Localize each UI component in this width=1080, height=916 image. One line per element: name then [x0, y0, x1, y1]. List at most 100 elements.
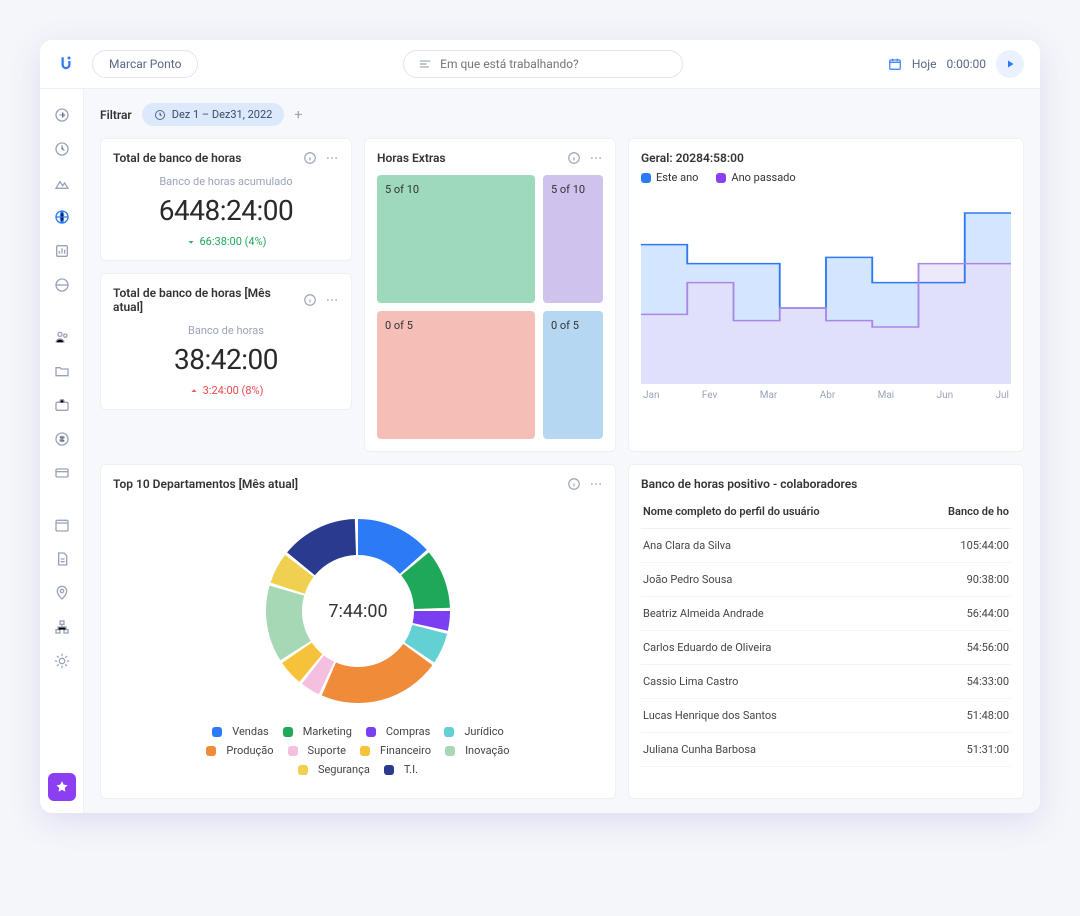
cell-hours: 54:56:00	[967, 641, 1009, 654]
cell-name: Juliana Cunha Barbosa	[643, 743, 756, 756]
body: Filtrar Dez 1 – Dez31, 2022 + Total de b…	[40, 89, 1040, 813]
info-icon[interactable]	[567, 477, 581, 491]
table-row[interactable]: Beatriz Almeida Andrade 56:44:00	[641, 597, 1011, 631]
sidebar-item-world[interactable]	[48, 271, 76, 299]
treemap: 5 of 105 of 100 of 50 of 5	[377, 175, 603, 439]
sidebar-item-calendar[interactable]	[48, 511, 76, 539]
metric-delta: 3:24:00 (8%)	[113, 384, 339, 397]
date-range-pill[interactable]: Dez 1 – Dez31, 2022	[142, 103, 285, 126]
hoje-label: Hoje	[912, 57, 937, 71]
table-row[interactable]: Juliana Cunha Barbosa51:31:00	[641, 733, 1011, 767]
sidebar-item-doc[interactable]	[48, 545, 76, 573]
card-title: Horas Extras	[377, 151, 446, 165]
search-field[interactable]	[403, 50, 683, 78]
sidebar-item-folder[interactable]	[48, 357, 76, 385]
card-geral: Geral: 20284:58:00 Este anoAno passado J…	[628, 138, 1024, 452]
chart-legend: Este anoAno passado	[641, 171, 1011, 184]
x-tick: Mar	[760, 390, 778, 401]
metric-subtitle: Banco de horas acumulado	[113, 175, 339, 188]
sidebar-item-people[interactable]	[48, 323, 76, 351]
sidebar-item-globe[interactable]	[48, 203, 76, 231]
left-column: Total de banco de horas Banco de horas a…	[100, 138, 352, 452]
treemap-cell[interactable]: 5 of 10	[377, 175, 535, 303]
more-icon[interactable]	[589, 151, 603, 165]
more-icon[interactable]	[325, 293, 339, 307]
x-tick: Mai	[878, 390, 895, 401]
app-logo-icon	[56, 54, 76, 74]
sidebar	[40, 89, 84, 813]
sidebar-item-mountain[interactable]	[48, 169, 76, 197]
donut-legend: VendasMarketingComprasJurídicoProduçãoSu…	[178, 725, 538, 776]
add-filter-button[interactable]: +	[294, 107, 302, 123]
table-row[interactable]: Lucas Henrique dos Santos51:48:00	[641, 699, 1011, 733]
more-icon[interactable]	[325, 151, 339, 165]
filter-label: Filtrar	[100, 108, 132, 122]
card-grid: Total de banco de horas Banco de horas a…	[100, 138, 1024, 452]
card-title: Banco de horas positivo - colaboradores	[641, 477, 857, 491]
play-icon	[1004, 58, 1016, 70]
table-header: Nome completo do perfil do usuário Banco…	[641, 495, 1011, 529]
main-content: Filtrar Dez 1 – Dez31, 2022 + Total de b…	[84, 89, 1040, 813]
legend-item: Financeiro	[360, 744, 431, 757]
metric-value: 6448:24:00	[113, 194, 339, 227]
treemap-cell[interactable]: 0 of 5	[543, 311, 603, 439]
legend-item: Jurídico	[444, 725, 504, 738]
card-total-banco: Total de banco de horas Banco de horas a…	[100, 138, 352, 261]
card-title: Geral: 20284:58:00	[641, 151, 744, 165]
timer-section: Hoje 0:00:00	[888, 50, 1024, 78]
row-2: Top 10 Departamentos [Mês atual] 7:44:00…	[100, 464, 1024, 799]
star-button[interactable]	[48, 773, 76, 801]
cell-name: Lucas Henrique dos Santos	[643, 709, 777, 722]
cell-hours: 90:38:00	[967, 573, 1009, 586]
cell-hours: 56:44:00	[967, 607, 1009, 620]
x-tick: Jan	[643, 390, 659, 401]
step-chart	[641, 194, 1011, 384]
more-icon[interactable]	[589, 477, 603, 491]
legend-item: Inovação	[445, 744, 510, 757]
table-row[interactable]: Cassio Lima Castro54:33:00	[641, 665, 1011, 699]
metric-value: 38:42:00	[113, 343, 339, 376]
legend-item: Vendas	[212, 725, 269, 738]
card-horas-extras: Horas Extras 5 of 105 of 100 of 50 of 5	[364, 138, 616, 452]
info-icon[interactable]	[303, 151, 317, 165]
sidebar-item-dollar[interactable]	[48, 425, 76, 453]
cell-name: Beatriz Almeida Andrade	[643, 607, 764, 620]
sidebar-item-chart[interactable]	[48, 237, 76, 265]
sidebar-item-card[interactable]	[48, 459, 76, 487]
sidebar-item-pin[interactable]	[48, 579, 76, 607]
sidebar-item-org[interactable]	[48, 613, 76, 641]
legend-item: T.I.	[384, 763, 418, 776]
table-row[interactable]: João Pedro Sousa90:38:00	[641, 563, 1011, 597]
chevron-down-icon	[186, 237, 196, 247]
metric-delta: 66:38:00 (4%)	[113, 235, 339, 248]
topbar: Marcar Ponto Hoje 0:00:00	[40, 40, 1040, 89]
info-icon[interactable]	[303, 293, 317, 307]
cell-name: Ana Clara da Silva	[643, 539, 731, 552]
donut-chart: 7:44:00	[258, 511, 458, 711]
sidebar-item-sun[interactable]	[48, 647, 76, 675]
clock-icon	[154, 109, 166, 121]
donut-wrap: 7:44:00 VendasMarketingComprasJurídicoPr…	[113, 501, 603, 786]
cell-hours: 54:33:00	[967, 675, 1009, 688]
sidebar-item-enter[interactable]	[48, 101, 76, 129]
marcar-ponto-button[interactable]: Marcar Ponto	[92, 50, 198, 78]
col-hours: Banco de ho	[948, 505, 1009, 518]
card-donut: Top 10 Departamentos [Mês atual] 7:44:00…	[100, 464, 616, 799]
treemap-cell[interactable]: 5 of 10	[543, 175, 603, 303]
info-icon[interactable]	[567, 151, 581, 165]
table-body: Ana Clara da Silva105:44:00João Pedro So…	[641, 529, 1011, 767]
table-row[interactable]: Carlos Eduardo de Oliveira54:56:00	[641, 631, 1011, 665]
sidebar-item-briefcase[interactable]	[48, 391, 76, 419]
table-row[interactable]: Ana Clara da Silva105:44:00	[641, 529, 1011, 563]
search-input[interactable]	[440, 57, 668, 71]
filter-bar: Filtrar Dez 1 – Dez31, 2022 +	[100, 103, 1024, 126]
play-button[interactable]	[996, 50, 1024, 78]
date-range-text: Dez 1 – Dez31, 2022	[172, 108, 273, 121]
sidebar-item-clock[interactable]	[48, 135, 76, 163]
calendar-icon	[888, 57, 902, 71]
treemap-cell[interactable]: 0 of 5	[377, 311, 535, 439]
col-name: Nome completo do perfil do usuário	[643, 505, 820, 518]
card-title: Total de banco de horas	[113, 151, 241, 165]
legend-item: Compras	[366, 725, 430, 738]
x-axis: JanFevMarAbrMaiJunJul	[641, 390, 1011, 401]
